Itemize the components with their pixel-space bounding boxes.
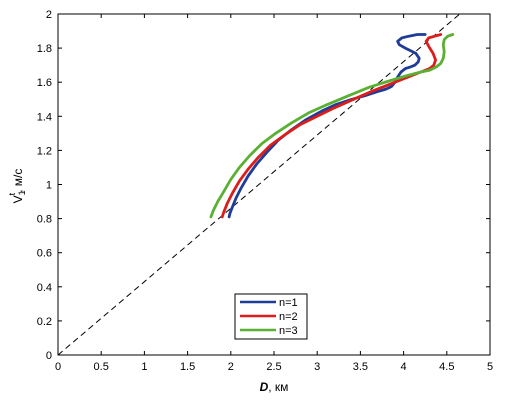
y-axis-label-unit: , м/с [11,169,25,193]
y-tick-label: 1.8 [37,43,52,55]
y-tick-label: 2 [46,9,52,21]
y-tick-label: 1.6 [37,77,52,89]
x-tick-label: 2 [228,361,234,373]
legend-label-n2: n=2 [279,311,298,323]
y-tick-label: 1 [46,180,52,192]
series-line-n=1 [227,33,427,219]
x-tick-label: 2.5 [266,361,281,373]
y-tick-label: 1.2 [37,145,52,157]
x-tick-label: 0.5 [94,361,109,373]
series-line-n=2 [220,33,443,219]
x-tick-label: 3.5 [353,361,368,373]
series-line-n=3 [209,33,455,219]
y-tick-label: 0.6 [37,248,52,260]
y-tick-label: 0.4 [37,282,52,294]
x-tick-label: 1.5 [180,361,195,373]
reference-diagonal-line [57,13,461,356]
y-tick-label: 0.2 [37,316,52,328]
reference-layer [57,13,461,356]
y-axis-label-subscript: 1 [17,190,27,195]
x-tick-label: 0 [55,361,61,373]
series-layer [209,33,455,219]
x-tick-label: 1 [141,361,147,373]
x-axis-label-unit: , км [268,380,288,394]
y-axis-label-superscript: t [7,192,17,195]
legend-label-n3: n=3 [279,325,298,337]
y-axis-label-symbol: V [11,195,25,203]
y-tick-label: 0 [46,350,52,362]
tick-layer: 0 0.5 1 1.5 2 2.5 3 3.5 4 4.5 5 0 0.2 0.4 0.6 0.8 1 1.2 1.… [37,9,493,373]
y-axis-label: V1t, м/с [7,169,27,204]
x-tick-label: 3 [314,361,320,373]
x-tick-label: 4.5 [439,361,454,373]
y-tick-label: 0.8 [37,214,52,226]
y-tick-label: 1.4 [37,111,52,123]
x-tick-label: 4 [401,361,407,373]
x-axis-label: D, км [260,380,289,394]
x-tick-label: 5 [487,361,493,373]
x-axis-label-symbol: D [260,380,269,394]
legend: n=1 n=2 n=3 [234,293,308,340]
legend-label-n1: n=1 [279,297,298,309]
